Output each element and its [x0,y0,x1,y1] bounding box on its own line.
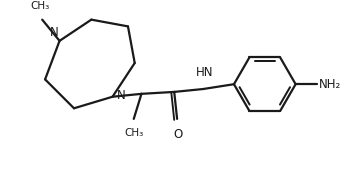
Text: N: N [50,26,59,39]
Text: N: N [117,89,126,102]
Text: NH₂: NH₂ [319,78,341,91]
Text: HN: HN [196,66,214,79]
Text: CH₃: CH₃ [124,128,143,138]
Text: O: O [174,128,183,141]
Text: CH₃: CH₃ [31,1,50,11]
